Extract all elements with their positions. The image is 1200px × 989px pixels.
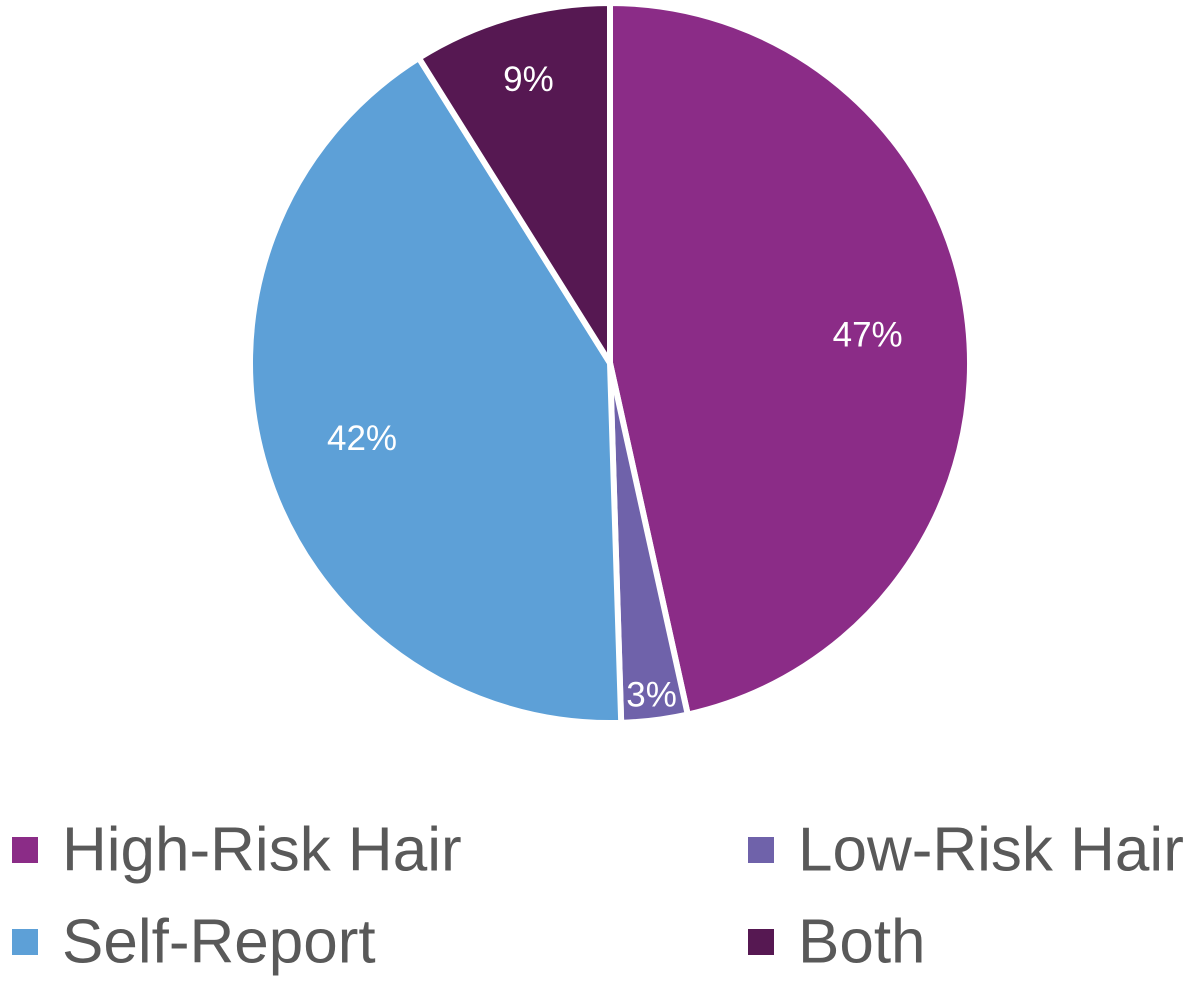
legend-label-high-risk-hair: High-Risk Hair — [62, 816, 462, 885]
legend: High-Risk Hair Low-Risk Hair Self-Report Bo… — [12, 816, 1184, 977]
pie-slice-high-risk-hair — [607, 0, 973, 718]
legend-label-self-report: Self-Report — [62, 908, 376, 977]
data-label-self-report: 42% — [327, 419, 397, 458]
legend-item-both: Both — [748, 908, 926, 977]
data-label-high-risk-hair: 47% — [833, 315, 903, 354]
legend-swatch-high-risk-hair — [12, 837, 38, 863]
legend-label-both: Both — [798, 908, 926, 977]
pie-slice-self-report — [247, 54, 625, 726]
legend-swatch-low-risk-hair — [748, 837, 774, 863]
legend-swatch-both — [748, 929, 774, 955]
legend-item-high-risk-hair: High-Risk Hair — [12, 816, 462, 885]
pie-slice-both — [415, 0, 613, 366]
legend-swatch-self-report — [12, 929, 38, 955]
data-label-low-risk-hair: 3% — [626, 676, 677, 715]
data-label-both: 9% — [503, 60, 554, 99]
legend-item-low-risk-hair: Low-Risk Hair — [748, 816, 1184, 885]
legend-item-self-report: Self-Report — [12, 908, 376, 977]
pie-data-labels: 47% 3% 42% 9% — [327, 60, 903, 715]
legend-label-low-risk-hair: Low-Risk Hair — [798, 816, 1184, 885]
pie-slices — [247, 0, 973, 726]
